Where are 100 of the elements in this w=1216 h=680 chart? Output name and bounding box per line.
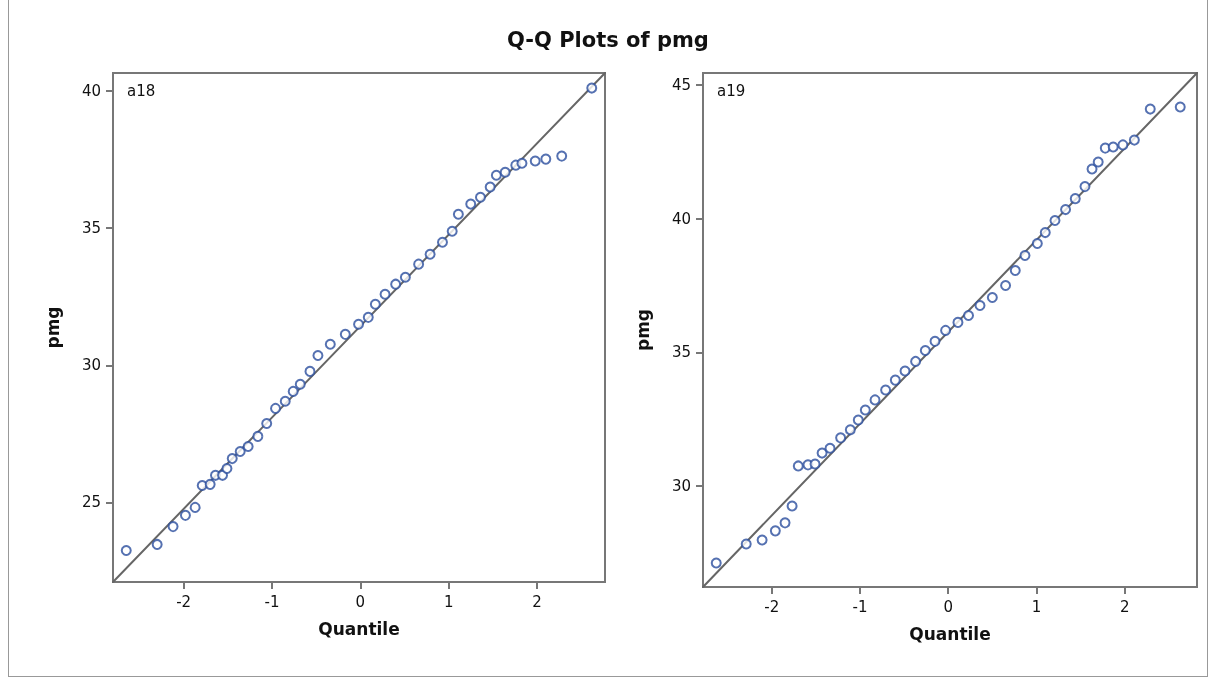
point <box>910 355 922 367</box>
point <box>369 298 381 310</box>
point <box>234 445 246 457</box>
y-tick-label: 25 <box>81 493 101 512</box>
point <box>824 442 836 454</box>
x-tick-label: 0 <box>355 592 366 611</box>
point <box>952 316 964 328</box>
x-axis-title: Quantile <box>909 623 991 644</box>
point <box>452 208 464 220</box>
point <box>413 258 425 270</box>
point <box>756 534 768 546</box>
x-tick-label: -1 <box>264 592 280 611</box>
point <box>1069 193 1081 205</box>
x-tick-label: 0 <box>943 597 954 616</box>
point <box>304 365 316 377</box>
point <box>120 544 132 556</box>
point <box>204 478 216 490</box>
point <box>1039 227 1051 239</box>
point <box>540 153 552 165</box>
y-tick-label: 30 <box>671 476 691 495</box>
point <box>869 394 881 406</box>
x-tick-label: -2 <box>176 592 192 611</box>
point <box>809 458 821 470</box>
point <box>379 288 391 300</box>
point <box>880 384 892 396</box>
x-tick-label: 1 <box>1031 597 1042 616</box>
x-tick-label: 1 <box>443 592 454 611</box>
point <box>279 395 291 407</box>
point <box>940 324 952 336</box>
point <box>1019 250 1031 262</box>
point <box>484 181 496 193</box>
y-tick-label: 40 <box>671 209 691 228</box>
point <box>424 248 436 260</box>
point <box>516 157 528 169</box>
x-tick-label: -2 <box>764 597 780 616</box>
point <box>490 169 502 181</box>
annotation: a18 <box>127 81 156 100</box>
point <box>816 447 828 459</box>
point <box>859 404 871 416</box>
point <box>353 318 365 330</box>
point <box>270 402 282 414</box>
point <box>261 417 273 429</box>
point <box>446 225 458 237</box>
point <box>399 271 411 283</box>
x-axis-title: Quantile <box>318 618 400 639</box>
point <box>586 82 598 94</box>
point <box>792 460 804 472</box>
point <box>324 338 336 350</box>
point <box>740 538 752 550</box>
point <box>189 501 201 513</box>
point <box>852 414 864 426</box>
point <box>167 521 179 533</box>
point <box>339 328 351 340</box>
point <box>929 335 941 347</box>
point <box>710 557 722 569</box>
point <box>529 155 541 167</box>
x-tick-label: 2 <box>1119 597 1130 616</box>
point <box>963 309 975 321</box>
point <box>294 378 306 390</box>
point <box>1144 103 1156 115</box>
point <box>786 500 798 512</box>
point <box>1107 141 1119 153</box>
point <box>287 385 299 397</box>
point <box>179 509 191 521</box>
point <box>986 292 998 304</box>
point <box>226 453 238 465</box>
point <box>1079 181 1091 193</box>
y-tick-label: 30 <box>81 356 101 375</box>
y-tick-label: 45 <box>671 76 691 95</box>
x-tick-label: -1 <box>852 597 868 616</box>
y-axis-title: pmg <box>632 308 653 352</box>
point <box>556 150 568 162</box>
point <box>465 198 477 210</box>
chart-title: Q-Q Plots of pmg <box>506 28 710 52</box>
point <box>242 441 254 453</box>
point <box>1174 101 1186 113</box>
y-tick-label: 35 <box>81 219 101 238</box>
point <box>1092 156 1104 168</box>
point <box>362 311 374 323</box>
point <box>151 538 163 550</box>
y-tick-label: 35 <box>671 343 691 362</box>
point <box>1117 139 1129 151</box>
point <box>474 191 486 203</box>
point <box>1000 280 1012 291</box>
point <box>844 424 856 436</box>
annotation: a19 <box>717 81 746 100</box>
point <box>221 462 233 474</box>
point <box>312 349 324 361</box>
point <box>919 344 931 356</box>
point <box>1086 163 1098 175</box>
point <box>769 525 781 537</box>
point <box>1060 204 1072 216</box>
point <box>390 278 402 290</box>
point <box>835 432 847 444</box>
point <box>1128 134 1140 146</box>
point <box>499 166 511 178</box>
point <box>889 374 901 386</box>
y-axis-title: pmg <box>42 306 63 349</box>
point <box>1049 215 1061 227</box>
point <box>899 365 911 377</box>
